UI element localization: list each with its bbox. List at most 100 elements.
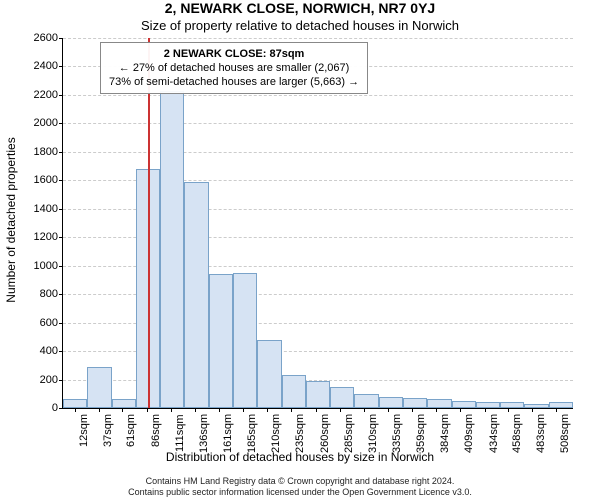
- histogram-bar: [500, 402, 524, 408]
- ytick-mark: [59, 180, 63, 181]
- gridline: [63, 123, 573, 124]
- xtick-label: 37sqm: [103, 414, 114, 447]
- ytick-label: 400: [8, 346, 58, 357]
- ytick-label: 2200: [8, 90, 58, 101]
- xtick-label: 61sqm: [126, 414, 137, 447]
- xtick-mark: [291, 408, 292, 412]
- callout-larger: 73% of semi-detached houses are larger (…: [109, 75, 359, 89]
- ytick-mark: [59, 408, 63, 409]
- gridline: [63, 95, 573, 96]
- chart-container: { "chart": { "type": "histogram", "title…: [0, 0, 600, 500]
- xtick-mark: [485, 408, 486, 412]
- xtick-mark: [267, 408, 268, 412]
- xtick-label: 185sqm: [247, 414, 258, 453]
- histogram-bar: [524, 404, 548, 408]
- xtick-label: 285sqm: [344, 414, 355, 453]
- xtick-mark: [147, 408, 148, 412]
- ytick-mark: [59, 323, 63, 324]
- ytick-label: 1200: [8, 232, 58, 243]
- ytick-mark: [59, 123, 63, 124]
- histogram-bar: [476, 402, 500, 408]
- ytick-label: 2600: [8, 33, 58, 44]
- xtick-label: 260sqm: [320, 414, 331, 453]
- ytick-label: 2400: [8, 61, 58, 72]
- gridline: [63, 152, 573, 153]
- xtick-mark: [460, 408, 461, 412]
- xtick-mark: [556, 408, 557, 412]
- ytick-mark: [59, 294, 63, 295]
- histogram-bar: [233, 273, 257, 408]
- xtick-mark: [436, 408, 437, 412]
- ytick-mark: [59, 95, 63, 96]
- xtick-mark: [388, 408, 389, 412]
- callout-smaller: ← 27% of detached houses are smaller (2,…: [109, 61, 359, 75]
- xtick-mark: [75, 408, 76, 412]
- xtick-mark: [122, 408, 123, 412]
- xtick-label: 310sqm: [368, 414, 379, 453]
- xtick-mark: [195, 408, 196, 412]
- ytick-label: 1400: [8, 204, 58, 215]
- xtick-mark: [243, 408, 244, 412]
- attribution: Contains HM Land Registry data © Crown c…: [0, 476, 600, 498]
- histogram-bar: [87, 367, 111, 408]
- ytick-mark: [59, 351, 63, 352]
- ytick-label: 0: [8, 403, 58, 414]
- xtick-mark: [171, 408, 172, 412]
- ytick-mark: [59, 237, 63, 238]
- ytick-mark: [59, 66, 63, 67]
- callout-property: 2 NEWARK CLOSE: 87sqm: [109, 47, 359, 61]
- attribution-line-1: Contains HM Land Registry data © Crown c…: [0, 476, 600, 487]
- ytick-mark: [59, 266, 63, 267]
- xtick-label: 86sqm: [151, 414, 162, 447]
- xtick-mark: [532, 408, 533, 412]
- ytick-label: 2000: [8, 118, 58, 129]
- xtick-label: 434sqm: [489, 414, 500, 453]
- gridline: [63, 38, 573, 39]
- xtick-mark: [340, 408, 341, 412]
- xtick-label: 111sqm: [175, 414, 186, 452]
- histogram-bar: [184, 182, 208, 408]
- attribution-line-2: Contains public sector information licen…: [0, 487, 600, 498]
- xtick-label: 384sqm: [440, 414, 451, 453]
- histogram-bar: [330, 387, 354, 408]
- ytick-label: 1800: [8, 147, 58, 158]
- histogram-bar: [403, 398, 427, 408]
- xtick-label: 161sqm: [223, 414, 234, 453]
- histogram-bar: [452, 401, 476, 408]
- xtick-mark: [412, 408, 413, 412]
- xtick-mark: [316, 408, 317, 412]
- xtick-label: 12sqm: [79, 414, 90, 447]
- chart-title: 2, NEWARK CLOSE, NORWICH, NR7 0YJ: [0, 0, 600, 16]
- xtick-mark: [364, 408, 365, 412]
- ytick-mark: [59, 380, 63, 381]
- ytick-label: 200: [8, 375, 58, 386]
- xtick-label: 409sqm: [464, 414, 475, 453]
- histogram-bar: [549, 402, 573, 408]
- xtick-mark: [219, 408, 220, 412]
- histogram-bar: [63, 399, 87, 408]
- ytick-label: 800: [8, 289, 58, 300]
- ytick-mark: [59, 152, 63, 153]
- xtick-label: 483sqm: [536, 414, 547, 453]
- histogram-bar: [427, 399, 451, 408]
- xtick-label: 335sqm: [392, 414, 403, 453]
- histogram-bar: [209, 274, 233, 408]
- chart-subtitle: Size of property relative to detached ho…: [0, 18, 600, 33]
- xtick-label: 136sqm: [199, 414, 210, 453]
- histogram-bar: [306, 381, 330, 408]
- xtick-mark: [99, 408, 100, 412]
- ytick-label: 600: [8, 318, 58, 329]
- histogram-bar: [160, 91, 184, 408]
- xtick-mark: [508, 408, 509, 412]
- ytick-label: 1000: [8, 261, 58, 272]
- ytick-mark: [59, 209, 63, 210]
- xtick-label: 359sqm: [416, 414, 427, 453]
- property-callout: 2 NEWARK CLOSE: 87sqm ← 27% of detached …: [100, 42, 368, 94]
- y-axis-label: Number of detached properties: [4, 137, 18, 302]
- histogram-bar: [112, 399, 136, 408]
- histogram-bar: [282, 375, 306, 408]
- xtick-label: 458sqm: [512, 414, 523, 453]
- ytick-mark: [59, 38, 63, 39]
- histogram-bar: [379, 397, 403, 408]
- ytick-label: 1600: [8, 175, 58, 186]
